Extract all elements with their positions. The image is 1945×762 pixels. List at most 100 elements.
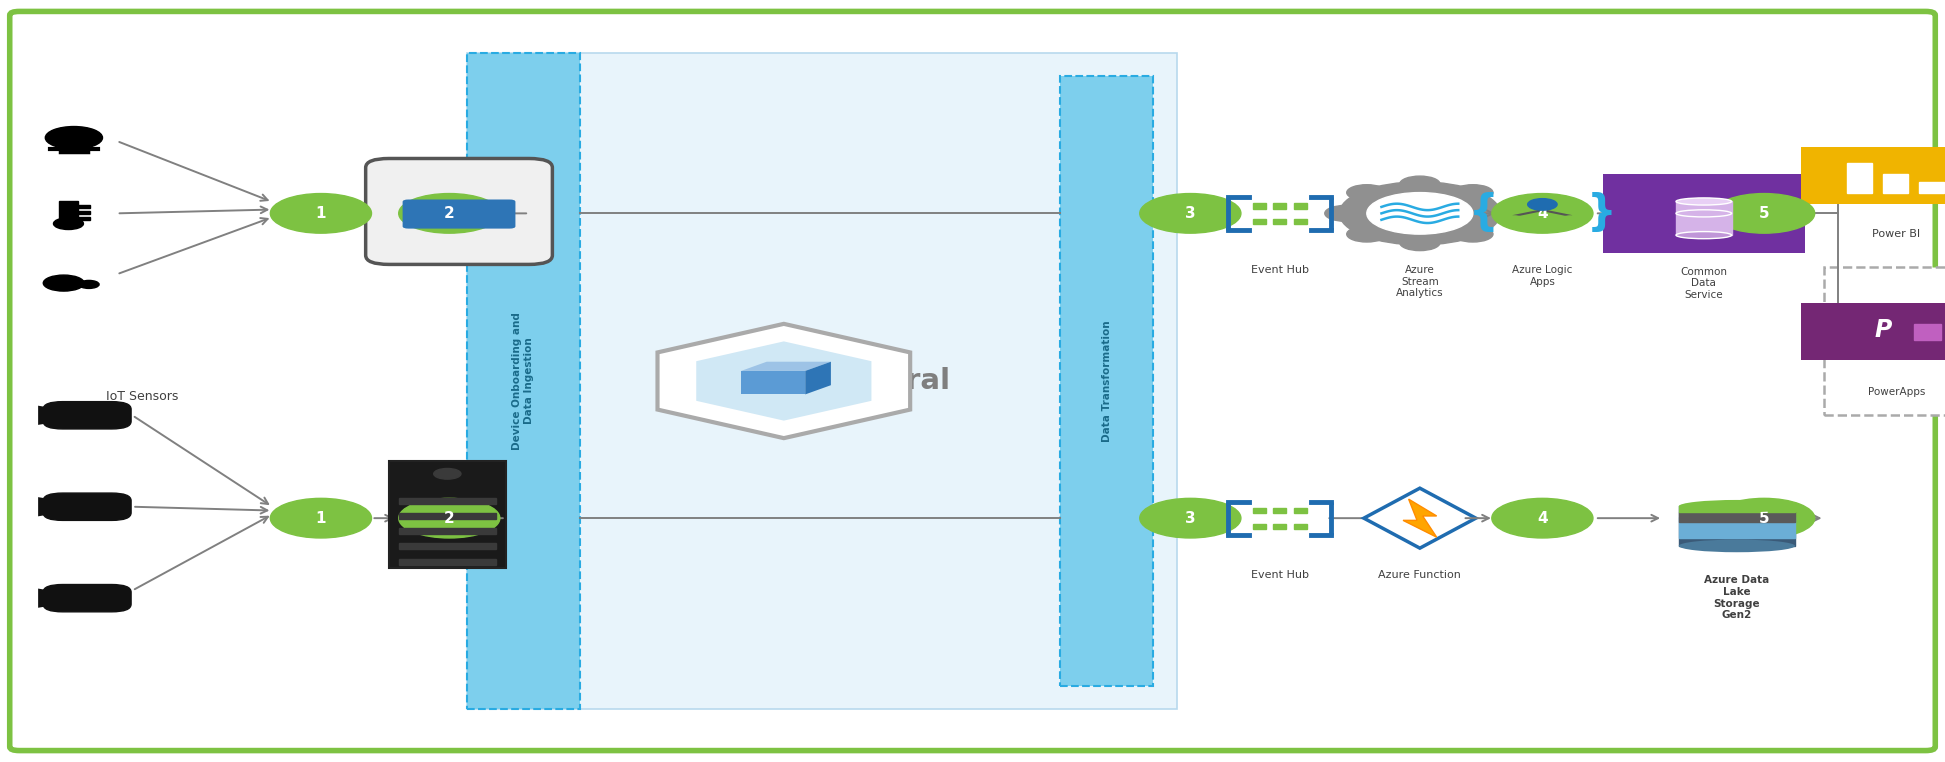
Text: LOB
App: LOB App [1900, 325, 1933, 357]
Bar [1060, 76, 1153, 686]
Circle shape [1340, 182, 1500, 245]
Circle shape [1367, 193, 1472, 234]
Circle shape [1400, 235, 1439, 251]
Text: PowerApps: PowerApps [1867, 387, 1926, 397]
Circle shape [1714, 498, 1815, 538]
Bar [399, 498, 496, 504]
Bar [1293, 523, 1307, 529]
Polygon shape [39, 405, 62, 425]
Text: 3: 3 [1185, 206, 1196, 221]
Bar [467, 53, 580, 709]
Bar [1848, 163, 1873, 193]
Bar [78, 211, 89, 214]
Bar [399, 559, 496, 565]
Ellipse shape [1677, 210, 1731, 217]
Bar [78, 205, 89, 208]
Circle shape [1346, 226, 1387, 242]
Ellipse shape [1677, 198, 1731, 205]
Bar [1679, 517, 1795, 538]
Text: Device Onboarding and
Data Ingestion: Device Onboarding and Data Ingestion [512, 312, 535, 450]
Bar [1274, 508, 1286, 514]
Circle shape [1140, 498, 1241, 538]
Bar [1293, 219, 1307, 224]
Bar [1679, 506, 1795, 546]
Text: 5: 5 [1758, 206, 1770, 221]
Text: 4: 4 [1537, 206, 1548, 221]
Text: 4: 4 [1537, 511, 1548, 526]
Text: Azure Function: Azure Function [1379, 570, 1461, 580]
Polygon shape [696, 341, 871, 421]
Bar [389, 461, 506, 568]
Bar [399, 543, 496, 549]
Bar [1679, 506, 1795, 512]
Bar [1603, 174, 1805, 253]
Bar [467, 53, 1177, 709]
Polygon shape [39, 588, 62, 608]
Circle shape [1527, 199, 1558, 210]
Text: Azure Logic
Apps: Azure Logic Apps [1511, 265, 1574, 287]
Ellipse shape [1679, 500, 1795, 513]
Text: }: } [1587, 192, 1616, 235]
Bar [1918, 182, 1943, 193]
Bar [1914, 325, 1941, 341]
Circle shape [78, 280, 99, 289]
Text: Azure IoT Central: Azure IoT Central [665, 367, 949, 395]
Circle shape [1400, 176, 1439, 192]
Circle shape [1346, 184, 1387, 200]
Circle shape [1560, 216, 1583, 225]
Bar [399, 528, 496, 534]
Ellipse shape [1677, 232, 1731, 239]
Bar [1253, 508, 1266, 514]
Text: 2: 2 [443, 511, 455, 526]
Circle shape [399, 498, 500, 538]
Circle shape [45, 126, 103, 149]
FancyBboxPatch shape [1801, 147, 1945, 204]
Bar [1677, 201, 1731, 235]
Circle shape [1453, 226, 1494, 242]
Circle shape [1140, 194, 1241, 233]
Text: {: { [1468, 192, 1498, 235]
Bar [1824, 267, 1945, 415]
Polygon shape [1363, 488, 1476, 548]
Bar [1253, 219, 1266, 224]
Bar [1293, 508, 1307, 514]
Bar [1274, 219, 1286, 224]
Circle shape [1474, 206, 1515, 221]
Circle shape [1492, 194, 1593, 233]
Text: P: P [1875, 318, 1892, 341]
Circle shape [54, 218, 84, 229]
Text: Power BI: Power BI [1873, 229, 1920, 239]
FancyBboxPatch shape [366, 158, 552, 264]
Polygon shape [805, 362, 831, 395]
Circle shape [399, 194, 500, 233]
Circle shape [270, 498, 371, 538]
Polygon shape [39, 497, 62, 517]
Circle shape [1325, 206, 1365, 221]
Text: Common
Data
Service: Common Data Service [1680, 267, 1727, 300]
Circle shape [1502, 216, 1525, 225]
Text: Event Hub: Event Hub [1251, 570, 1309, 580]
Bar [1883, 174, 1908, 193]
Circle shape [1714, 194, 1815, 233]
Circle shape [43, 275, 84, 291]
Bar [1679, 512, 1795, 522]
FancyBboxPatch shape [43, 402, 130, 429]
Text: IoT Sensors: IoT Sensors [105, 389, 179, 403]
Text: 2: 2 [443, 206, 455, 221]
Bar [58, 201, 78, 224]
Circle shape [1492, 498, 1593, 538]
Circle shape [1453, 184, 1494, 200]
Text: Azure
Stream
Analytics: Azure Stream Analytics [1397, 265, 1443, 299]
FancyBboxPatch shape [1801, 303, 1945, 360]
Bar [1253, 523, 1266, 529]
Text: 1: 1 [315, 206, 327, 221]
Bar [78, 217, 89, 219]
FancyBboxPatch shape [10, 11, 1935, 751]
Bar [399, 513, 496, 519]
Polygon shape [657, 324, 910, 438]
FancyBboxPatch shape [43, 493, 130, 520]
Text: Data Transformation: Data Transformation [1101, 320, 1113, 442]
Text: Azure Data
Lake
Storage
Gen2: Azure Data Lake Storage Gen2 [1704, 575, 1770, 620]
Bar [1274, 523, 1286, 529]
FancyBboxPatch shape [43, 584, 130, 612]
